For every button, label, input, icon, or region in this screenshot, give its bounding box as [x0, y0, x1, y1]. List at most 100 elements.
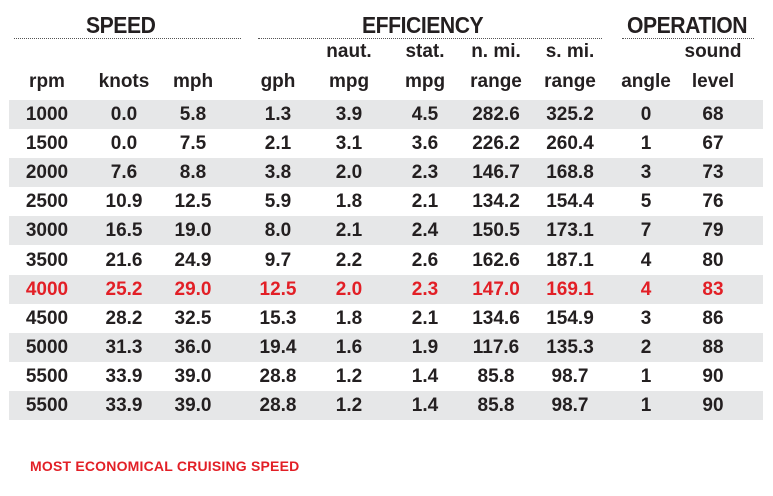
header-s-mi-range-line2: range — [544, 71, 596, 92]
cell-rpm: 5500 — [25, 395, 69, 416]
header-rpm-line2: rpm — [29, 71, 65, 92]
header-naut-mpg-line1: naut. — [326, 41, 372, 62]
cell-mph: 19.0 — [174, 220, 212, 242]
header-n-mi-range-line1: n. mi. — [471, 41, 521, 62]
table-row: 2500 10.9 12.5 5.9 1.8 2.1 134.2 154.4 5 76 — [9, 187, 763, 216]
table-row: 3500 21.6 24.9 9.7 2.2 2.6 162.6 187.1 4 80 — [9, 246, 763, 275]
cell-rpm: 5000 — [25, 336, 69, 358]
cell-n-mi-range: 150.5 — [472, 220, 520, 242]
cell-stat-mpg: 2.3 — [411, 278, 439, 300]
cell-s-mi-range: 98.7 — [551, 395, 589, 416]
table-row: 4500 28.2 32.5 15.3 1.8 2.1 134.6 154.9 3 86 — [9, 304, 763, 333]
cell-naut-mpg: 1.6 — [335, 336, 363, 358]
cell-stat-mpg: 2.1 — [411, 191, 439, 213]
header-angle-line2: angle — [621, 71, 671, 92]
speed-divider — [14, 38, 241, 39]
cell-rpm: 4500 — [25, 307, 69, 329]
cell-n-mi-range: 282.6 — [472, 104, 520, 125]
cell-rpm: 1000 — [25, 104, 69, 125]
cell-rpm: 5500 — [25, 365, 69, 387]
cell-s-mi-range: 98.7 — [551, 365, 589, 387]
cell-sound-level: 79 — [702, 220, 724, 242]
cell-n-mi-range: 134.6 — [472, 307, 520, 329]
cell-n-mi-range: 147.0 — [472, 278, 520, 300]
cell-knots: 10.9 — [105, 191, 143, 213]
header-knots-line2: knots — [98, 71, 150, 92]
cell-sound-level: 76 — [702, 191, 724, 213]
cell-s-mi-range: 168.8 — [546, 162, 594, 184]
speed-group-title: SPEED — [86, 12, 156, 38]
cell-knots: 0.0 — [110, 104, 138, 125]
cell-gph: 12.5 — [259, 278, 297, 300]
cell-gph: 28.8 — [259, 395, 297, 416]
cell-sound-level: 86 — [702, 307, 724, 329]
cell-gph: 19.4 — [259, 336, 297, 358]
table-row: 5500 33.9 39.0 28.8 1.2 1.4 85.8 98.7 1 90 — [9, 362, 763, 391]
table-row: 5500 33.9 39.0 28.8 1.2 1.4 85.8 98.7 1 90 — [9, 391, 763, 420]
table-row: 5000 31.3 36.0 19.4 1.6 1.9 117.6 135.3 2 88 — [9, 332, 763, 362]
cell-gph: 2.1 — [264, 133, 292, 155]
cell-mph: 39.0 — [174, 395, 212, 416]
cell-stat-mpg: 1.4 — [411, 395, 439, 416]
cell-mph: 7.5 — [179, 133, 207, 155]
header-stat-mpg-line2: mpg — [404, 71, 446, 92]
header-sound-level-line1: sound — [684, 41, 742, 62]
cell-n-mi-range: 85.8 — [477, 395, 515, 416]
cell-knots: 31.3 — [105, 336, 143, 358]
cell-knots: 0.0 — [110, 133, 138, 155]
cell-angle: 2 — [640, 336, 652, 358]
cell-naut-mpg: 2.1 — [335, 220, 363, 242]
cell-sound-level: 90 — [702, 395, 724, 416]
header-n-mi-range-line2: range — [470, 71, 522, 92]
table-row: 1000 0.0 5.8 1.3 3.9 4.5 282.6 325.2 0 68 — [9, 100, 763, 129]
cell-naut-mpg: 1.8 — [335, 191, 363, 213]
cell-naut-mpg: 3.1 — [335, 133, 363, 155]
cell-rpm: 2000 — [25, 162, 69, 184]
cell-knots: 28.2 — [105, 307, 143, 329]
cell-rpm: 4000 — [25, 278, 69, 300]
header-stat-mpg-line1: stat. — [405, 41, 445, 62]
cell-rpm: 1500 — [25, 133, 69, 155]
cell-angle: 1 — [640, 395, 652, 416]
cell-angle: 1 — [640, 365, 652, 387]
cell-rpm: 3500 — [25, 249, 69, 271]
cell-angle: 4 — [640, 278, 652, 300]
cell-gph: 1.3 — [264, 104, 292, 125]
cell-s-mi-range: 169.1 — [546, 278, 594, 300]
cell-sound-level: 90 — [702, 365, 724, 387]
cell-mph: 8.8 — [179, 162, 207, 184]
cell-n-mi-range: 226.2 — [472, 133, 520, 155]
cell-mph: 5.8 — [179, 104, 207, 125]
cell-s-mi-range: 173.1 — [546, 220, 594, 242]
cell-sound-level: 80 — [702, 249, 724, 271]
cell-s-mi-range: 325.2 — [546, 104, 594, 125]
cell-stat-mpg: 2.4 — [411, 220, 439, 242]
cell-gph: 8.0 — [264, 220, 292, 242]
cell-naut-mpg: 1.2 — [335, 365, 363, 387]
cell-s-mi-range: 154.4 — [546, 191, 594, 213]
cell-n-mi-range: 134.2 — [472, 191, 520, 213]
cell-naut-mpg: 2.2 — [335, 249, 363, 271]
cell-s-mi-range: 260.4 — [546, 133, 594, 155]
cell-knots: 33.9 — [105, 365, 143, 387]
cell-n-mi-range: 146.7 — [472, 162, 520, 184]
cell-knots: 21.6 — [105, 249, 143, 271]
cell-naut-mpg: 1.2 — [335, 395, 363, 416]
table-row: 1500 0.0 7.5 2.1 3.1 3.6 226.2 260.4 1 67 — [9, 129, 763, 158]
cell-knots: 16.5 — [105, 220, 143, 242]
cell-knots: 25.2 — [105, 278, 143, 300]
cell-mph: 36.0 — [174, 336, 212, 358]
cell-sound-level: 83 — [702, 278, 724, 300]
header-sound-level-line2: level — [691, 71, 735, 92]
cell-angle: 7 — [640, 220, 652, 242]
header-mph-line2: mph — [172, 71, 214, 92]
table-row: 2000 7.6 8.8 3.8 2.0 2.3 146.7 168.8 3 73 — [9, 158, 763, 188]
operation-divider — [622, 38, 754, 39]
cell-gph: 3.8 — [264, 162, 292, 184]
header-gph-line2: gph — [260, 71, 296, 92]
cell-rpm: 3000 — [25, 220, 69, 242]
cell-knots: 33.9 — [105, 395, 143, 416]
cell-stat-mpg: 2.3 — [411, 162, 439, 184]
cell-stat-mpg: 2.6 — [411, 249, 439, 271]
cell-s-mi-range: 187.1 — [546, 249, 594, 271]
